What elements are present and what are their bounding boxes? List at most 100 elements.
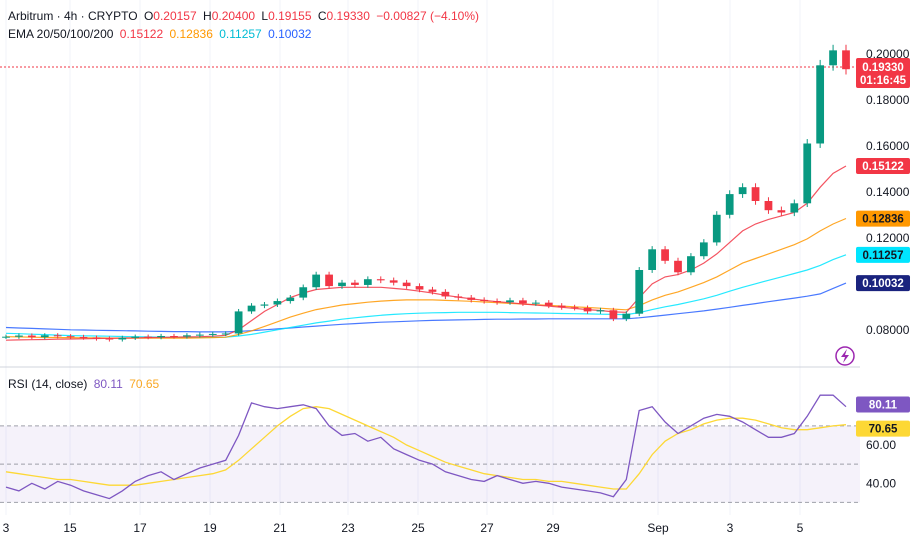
candle[interactable] — [687, 253, 695, 276]
rsi-label[interactable]: RSI (14, close) — [8, 377, 88, 391]
candle[interactable] — [363, 276, 372, 288]
candle[interactable] — [286, 295, 295, 304]
candle[interactable] — [519, 297, 527, 306]
candle[interactable] — [699, 239, 708, 260]
candle[interactable] — [712, 211, 721, 246]
candle[interactable] — [325, 271, 333, 289]
symbol-label[interactable]: Arbitrum · 4h · CRYPTO — [8, 9, 138, 23]
candle[interactable] — [351, 279, 359, 288]
candle[interactable] — [480, 297, 489, 304]
candle[interactable] — [661, 246, 669, 264]
candle[interactable] — [842, 44, 850, 75]
candle[interactable] — [27, 333, 36, 340]
candle[interactable] — [338, 279, 346, 289]
price-axis[interactable]: 0.080000.100000.120000.140000.160000.180… — [866, 47, 910, 337]
candle[interactable] — [506, 297, 514, 305]
candle[interactable] — [816, 59, 825, 148]
candle[interactable] — [725, 190, 734, 219]
candle[interactable] — [415, 283, 424, 293]
candle[interactable] — [635, 267, 644, 317]
candle[interactable] — [15, 333, 23, 339]
low-label: L — [261, 9, 269, 23]
candle-body — [751, 187, 760, 201]
candle[interactable] — [609, 307, 618, 322]
candle[interactable] — [92, 335, 101, 341]
time-axis[interactable]: 3 15 17 19 21 23 25 27 29 Sep 3 5 — [3, 521, 804, 535]
candle[interactable] — [170, 333, 178, 339]
candle-body — [170, 336, 178, 338]
candle-body — [105, 338, 114, 340]
candle[interactable] — [247, 303, 256, 314]
candle[interactable] — [376, 276, 385, 284]
candle[interactable] — [53, 333, 62, 339]
candle[interactable] — [195, 332, 204, 338]
candle-body — [40, 335, 49, 338]
candle[interactable] — [557, 303, 566, 310]
candle[interactable] — [221, 331, 230, 337]
candle[interactable] — [389, 277, 398, 286]
candles[interactable] — [2, 44, 850, 342]
candle[interactable] — [829, 44, 837, 71]
candle[interactable] — [790, 199, 799, 217]
candle-body — [661, 249, 669, 261]
candle[interactable] — [118, 335, 127, 342]
candle[interactable] — [531, 300, 540, 306]
candle[interactable] — [583, 305, 592, 314]
candle[interactable] — [454, 293, 463, 301]
candle-body — [480, 299, 489, 302]
candle[interactable] — [441, 289, 450, 300]
candle[interactable] — [208, 331, 217, 337]
price-tick-label: 0.20000 — [866, 47, 910, 61]
candle[interactable] — [260, 301, 269, 309]
candle[interactable] — [596, 307, 605, 314]
candle[interactable] — [402, 279, 411, 289]
candle[interactable] — [79, 334, 88, 340]
close-value: 0.19330 — [326, 9, 370, 23]
candle-body — [687, 256, 695, 273]
candle[interactable] — [131, 334, 140, 340]
ema200-line — [5, 282, 847, 333]
candle[interactable] — [738, 183, 747, 198]
candle[interactable] — [299, 284, 308, 301]
candle[interactable] — [544, 300, 553, 309]
candle-body — [622, 313, 631, 319]
candle[interactable] — [2, 334, 10, 340]
time-tick-label: 3 — [3, 521, 10, 535]
time-tick-label: 15 — [63, 521, 77, 535]
flash-icon[interactable] — [835, 346, 855, 366]
candle-body — [144, 336, 153, 338]
ema20-tag-bg — [856, 157, 910, 174]
candle[interactable] — [157, 333, 165, 340]
candle[interactable] — [428, 286, 437, 295]
time-tick-label: 19 — [203, 521, 217, 535]
candle[interactable] — [467, 295, 476, 303]
candle[interactable] — [234, 308, 243, 336]
candle[interactable] — [803, 139, 812, 208]
candle[interactable] — [66, 334, 75, 340]
candle[interactable] — [751, 183, 760, 205]
candle-body — [557, 305, 566, 308]
candle[interactable] — [273, 298, 282, 308]
candle[interactable] — [183, 333, 191, 339]
candle[interactable] — [622, 311, 631, 322]
ema-label[interactable]: EMA 20/50/100/200 — [8, 27, 114, 41]
candle-body — [493, 301, 501, 303]
candle-body — [15, 335, 23, 337]
candle[interactable] — [312, 271, 321, 290]
candle[interactable] — [648, 246, 657, 273]
candle[interactable] — [570, 304, 579, 311]
candle[interactable] — [674, 257, 682, 276]
candle[interactable] — [764, 197, 773, 214]
candle[interactable] — [40, 333, 49, 340]
candle-body — [2, 336, 10, 338]
candle-body — [635, 270, 644, 314]
candle[interactable] — [144, 334, 153, 340]
time-tick-label: 17 — [133, 521, 147, 535]
candle[interactable] — [777, 206, 786, 217]
rsi-pane[interactable]: 40.00 60.00 — [0, 394, 896, 503]
candle[interactable] — [105, 336, 114, 342]
change-value: −0.00827 (−4.10%) — [376, 9, 479, 23]
candle[interactable] — [493, 298, 501, 305]
